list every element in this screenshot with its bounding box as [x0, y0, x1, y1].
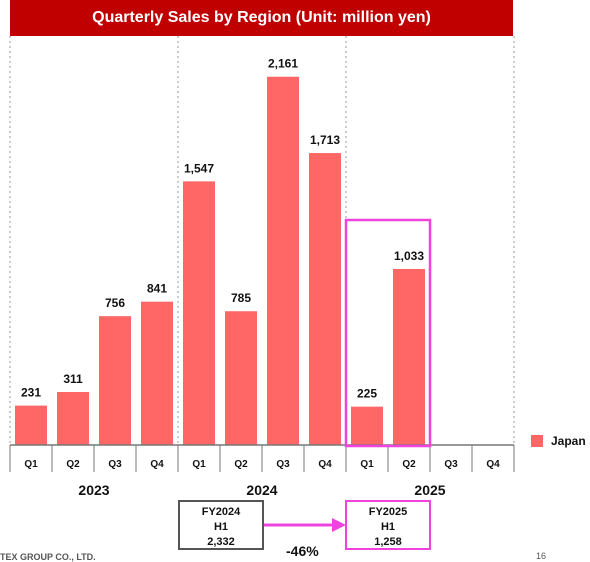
fy2024-period: H1	[213, 521, 229, 533]
highlight-box-fy2025-h1	[344, 218, 432, 448]
company-name: TEX GROUP CO., LTD.	[0, 552, 96, 562]
x-tick-label-7: Q3	[276, 459, 290, 470]
x-tick-label-4: Q4	[150, 459, 164, 470]
bar-1	[15, 405, 47, 445]
fy2025-value: 1,258	[374, 536, 402, 548]
bar-chart: 231 311 756 841 1,547 785 2,161 1,713 225 1,033 Q1…	[9, 36, 515, 498]
x-tick-label-1: Q1	[24, 459, 38, 470]
bar-value-label-2: 311	[63, 372, 83, 386]
comparison-arrow	[264, 518, 346, 532]
bar-7	[267, 76, 299, 445]
legend: Japan	[531, 434, 586, 448]
bar-2	[57, 392, 89, 445]
year-label-2024: 2024	[246, 482, 277, 498]
bar-value-label-4: 841	[147, 282, 167, 296]
bar-value-label-1: 231	[21, 386, 41, 400]
x-tick-label-10: Q2	[402, 459, 416, 470]
bar-value-label-3: 756	[105, 296, 125, 310]
x-tick-label-9: Q1	[360, 459, 374, 470]
bar-5	[183, 181, 215, 445]
bar-9	[351, 406, 383, 445]
change-percentage: -46%	[286, 543, 319, 559]
x-tick-label-6: Q2	[234, 459, 248, 470]
legend-swatch-japan	[531, 435, 543, 447]
bar-6	[225, 311, 257, 445]
x-tick-label-2: Q2	[66, 459, 80, 470]
bar-value-label-6: 785	[231, 291, 251, 305]
x-tick-label-8: Q4	[318, 459, 332, 470]
bar-value-label-9: 225	[357, 387, 377, 401]
bar-8	[309, 153, 341, 446]
bar-value-label-10: 1,033	[394, 249, 424, 263]
year-label-2023: 2023	[78, 482, 109, 498]
page-number: 16	[536, 551, 547, 561]
bar-10	[393, 268, 425, 445]
bar-value-label-5: 1,547	[184, 161, 214, 175]
fy2024-h1-box: FY2024 H1 2,332	[178, 500, 264, 550]
x-tick-label-12: Q4	[486, 459, 500, 470]
bar-4	[141, 301, 173, 445]
fy2024-label: FY2024	[201, 506, 241, 518]
fy2024-value: 2,332	[207, 536, 235, 548]
legend-label-japan: Japan	[551, 434, 586, 448]
fy2025-label: FY2025	[368, 506, 408, 518]
fy2025-period: H1	[380, 521, 396, 533]
bar-3	[99, 316, 131, 445]
chart-title: Quarterly Sales by Region (Unit: million…	[10, 0, 513, 36]
fy2025-h1-box: FY2025 H1 1,258	[345, 500, 431, 550]
x-tick-label-11: Q3	[444, 459, 458, 470]
year-label-2025: 2025	[414, 482, 445, 498]
bar-value-label-8: 1,713	[310, 133, 340, 147]
bar-value-label-7: 2,161	[268, 57, 298, 71]
x-tick-label-3: Q3	[108, 459, 122, 470]
x-tick-label-5: Q1	[192, 459, 206, 470]
